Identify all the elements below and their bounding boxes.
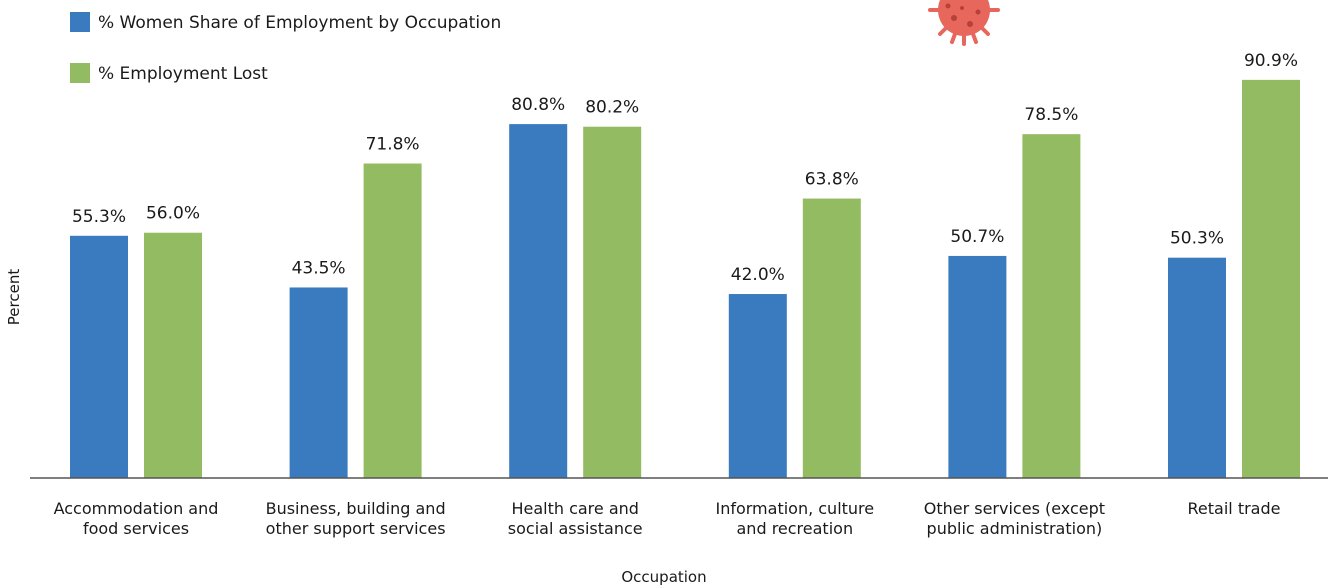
bar-series1-cat4 xyxy=(1022,134,1081,479)
category-label-2-line0: Health care and xyxy=(511,499,638,518)
category-label-0-line0: Accommodation and xyxy=(54,499,219,518)
bar-series0-cat3 xyxy=(728,294,787,478)
category-label-0-line1: food services xyxy=(83,519,189,538)
legend-label-employment-lost: % Employment Lost xyxy=(98,64,268,84)
bar-series1-cat2 xyxy=(583,126,642,478)
category-label-1: Business, building and other support serv… xyxy=(266,499,446,538)
bar-series1-cat5 xyxy=(1242,79,1300,478)
value-label-series0-cat5: 50.3% xyxy=(1170,229,1224,249)
category-label-0: Accommodation and food services xyxy=(54,499,219,538)
value-label-series0-cat4: 50.7% xyxy=(950,227,1004,247)
category-label-3: Information, culture and recreation xyxy=(715,499,874,538)
category-label-4-line0: Other services (except xyxy=(924,499,1105,518)
x-axis-title: Occupation xyxy=(621,568,706,586)
category-label-2: Health care and social assistance xyxy=(508,499,643,538)
category-label-1-line0: Business, building and xyxy=(266,499,446,518)
value-labels: 55.3% 56.0% 43.5% 71.8% 80.8% 80.2% 42.0% 63.8%… xyxy=(72,51,1298,285)
value-label-series0-cat2: 80.8% xyxy=(511,95,565,115)
category-label-2-line1: social assistance xyxy=(508,519,643,538)
value-label-series0-cat1: 43.5% xyxy=(292,258,346,278)
bar-series1-cat3 xyxy=(802,198,861,478)
value-label-series1-cat4: 78.5% xyxy=(1024,105,1078,125)
value-label-series0-cat3: 42.0% xyxy=(731,265,785,285)
bar-series0-cat5 xyxy=(1168,257,1226,478)
bar-series0-cat4 xyxy=(948,255,1007,478)
category-label-3-line0: Information, culture xyxy=(715,499,874,518)
value-label-series0-cat0: 55.3% xyxy=(72,207,126,227)
y-axis-title: Percent xyxy=(5,269,23,326)
legend-swatch-women-share xyxy=(70,12,90,32)
legend-item-employment-lost: % Employment Lost xyxy=(70,63,268,84)
value-label-series1-cat5: 90.9% xyxy=(1244,51,1298,71)
legend-label-women-share: % Women Share of Employment by Occupatio… xyxy=(98,13,501,33)
bar-series0-cat0 xyxy=(70,235,128,478)
category-label-3-line1: and recreation xyxy=(737,519,854,538)
bar-series0-cat1 xyxy=(289,287,348,478)
category-label-5: Retail trade xyxy=(1188,499,1281,518)
category-label-4-line1: public administration) xyxy=(927,519,1103,538)
value-label-series1-cat3: 63.8% xyxy=(805,170,859,190)
virus-icon xyxy=(928,0,1000,46)
value-label-series1-cat2: 80.2% xyxy=(585,98,639,118)
category-label-1-line1: other support services xyxy=(266,519,446,538)
category-label-5-line0: Retail trade xyxy=(1188,499,1281,518)
legend-item-women-share: % Women Share of Employment by Occupatio… xyxy=(70,12,501,33)
bar-series0-cat2 xyxy=(509,124,568,478)
legend-swatch-employment-lost xyxy=(70,63,90,83)
value-label-series1-cat0: 56.0% xyxy=(146,204,200,224)
legend: % Women Share of Employment by Occupatio… xyxy=(70,12,501,84)
value-label-series1-cat1: 71.8% xyxy=(366,135,420,155)
bar-series1-cat0 xyxy=(144,232,202,478)
category-labels: Accommodation and food services Business, … xyxy=(54,499,1281,538)
bar-series1-cat1 xyxy=(363,163,422,479)
bars xyxy=(70,79,1300,479)
category-label-4: Other services (except public administrat… xyxy=(924,499,1105,538)
